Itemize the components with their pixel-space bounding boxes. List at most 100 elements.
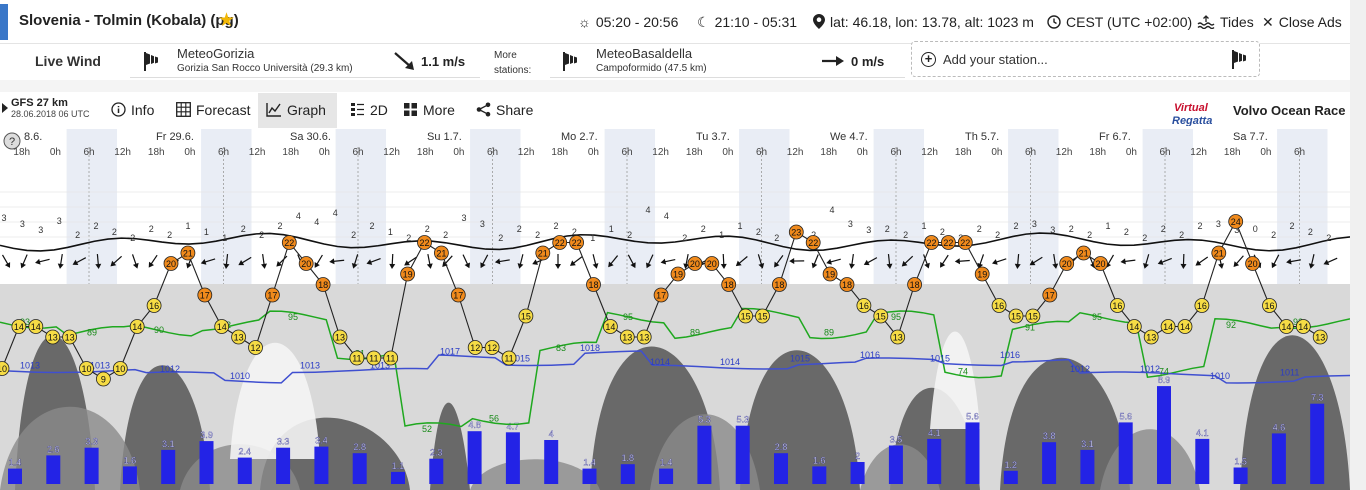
favorite-star-icon[interactable]: ★ [218, 10, 236, 31]
precip-label: 3.8 [1043, 431, 1056, 441]
station-basaldella[interactable] [550, 46, 905, 78]
temperature-markers: 1014141313109101416202117141312172220181… [0, 214, 1328, 387]
help-button[interactable]: ? [3, 132, 21, 150]
collapse-arrow-icon[interactable] [2, 103, 8, 113]
pressure-label: 1010 [230, 371, 250, 381]
wind-arrow [223, 253, 230, 269]
temperature-marker [1042, 287, 1058, 303]
tab-info[interactable]: Info [103, 93, 162, 128]
pressure-label: 1013 [20, 361, 40, 371]
wind-speed-label: 2 [977, 224, 982, 234]
hour-label: 0h [588, 147, 599, 158]
wind-arrow-head [1271, 262, 1277, 269]
precip-bar [237, 457, 252, 484]
wind-arrow-head [223, 263, 230, 269]
meteogram-chart[interactable]: 8.6. Fr 29.6. Sa 30.6. Su 1.7. Mo 2.7. Tu 3.7… [0, 129, 1350, 490]
wind-arrow-shaft [994, 258, 1007, 264]
station-gorizia[interactable] [130, 46, 480, 78]
precip-bar [850, 462, 865, 484]
wind-arrow-head [110, 260, 117, 267]
temperature-marker [264, 287, 280, 303]
wind-arrow [789, 258, 805, 265]
model-selector[interactable]: GFS 27 km 28.06.2018 06 UTC [11, 97, 90, 119]
precip-bar [46, 455, 61, 484]
precip-label: 2.6 [47, 444, 60, 454]
tab-forecast[interactable]: Forecast [168, 93, 258, 128]
tab-more[interactable]: More [395, 93, 463, 128]
timezone[interactable]: CEST (UTC +02:00) [1047, 14, 1192, 30]
graph-icon [266, 103, 281, 117]
temperature-label: 19 [825, 270, 835, 280]
wind-arrow-head [608, 261, 614, 268]
temperature-label: 20 [1248, 259, 1258, 269]
wind-speed-label: 2 [627, 230, 632, 240]
wind-speed-label: 3 [480, 219, 485, 229]
precip-bar [620, 464, 635, 484]
wind-arrow [1157, 257, 1172, 265]
wind-speed-label: 0 [1253, 224, 1258, 234]
pressure-label: 1011 [1280, 368, 1299, 378]
wind-speed-label: 2 [425, 224, 430, 234]
close-ads-button[interactable]: ✕ Close Ads [1262, 14, 1342, 31]
wind-arrow [954, 258, 970, 265]
hour-label: 12h [1190, 147, 1207, 158]
tides-icon [1197, 15, 1215, 30]
tab-2d[interactable]: 2D [342, 93, 396, 128]
temperature-marker [1076, 245, 1091, 261]
temperature-marker [501, 350, 517, 366]
temperature-label: 14 [31, 322, 41, 332]
temperature-marker [704, 256, 720, 271]
temperature-marker [214, 319, 230, 334]
hour-label: 0h [1126, 147, 1137, 158]
humidity-label: 89 [690, 328, 700, 338]
wind-arrow [757, 254, 765, 269]
add-station-button[interactable]: + Add your station... [911, 41, 1260, 77]
wind-arrow [20, 254, 28, 269]
wind-arrow-head [4, 262, 11, 268]
wind-arrow-head [72, 259, 79, 266]
hour-label: 0h [319, 147, 330, 158]
temperature-marker [738, 308, 753, 324]
scrollbar[interactable] [1350, 0, 1366, 490]
tab-graph[interactable]: Graph [258, 93, 337, 128]
wind-speed-label: 2 [1124, 227, 1129, 237]
wind-speed-label: 2 [93, 221, 98, 231]
wind-speed-label: 2 [406, 233, 411, 243]
tides-link[interactable]: Tides [1197, 14, 1254, 30]
temperature-marker [315, 277, 331, 292]
temperature-label: 14 [132, 322, 142, 332]
temperature-marker [755, 308, 770, 324]
temperature-label: 17 [200, 291, 210, 301]
wind-arrow [1014, 253, 1021, 269]
hour-label: 18h [686, 147, 703, 158]
wind-speed-label: 2 [443, 230, 448, 240]
windsock-icon [563, 52, 577, 71]
temperature-label: 21 [538, 249, 548, 259]
close-ads-label: Close Ads [1278, 14, 1342, 30]
hour-label: 0h [453, 147, 464, 158]
tab-share[interactable]: Share [468, 93, 541, 128]
wind-arrow [901, 255, 914, 267]
temperature-marker [366, 350, 382, 366]
temperature-label: 13 [639, 333, 649, 343]
toolbar: GFS 27 km 28.06.2018 06 UTC Info Forecast… [0, 92, 1350, 129]
temperature-marker [1245, 256, 1260, 271]
sponsor-label[interactable]: Volvo Ocean Race [1233, 103, 1346, 118]
sun-times-text: 05:20 - 20:56 [595, 14, 679, 30]
wind-speed-label: 2 [1326, 233, 1331, 243]
wind-arrow [261, 253, 267, 269]
temperature-label: 18 [724, 280, 734, 290]
wind-arrow-shaft [112, 255, 123, 265]
temperature-marker [1160, 319, 1176, 334]
wind-arrow-head [464, 262, 470, 269]
temperature-marker [586, 277, 601, 292]
wind-arrow [720, 253, 727, 269]
humidity-label: 95 [1092, 312, 1102, 322]
wind-arrow [366, 258, 381, 265]
wind-arrow-shaft [1325, 257, 1338, 264]
station-2-name[interactable]: MeteoBasaldella [596, 46, 693, 61]
wind-speed-label: 2 [1161, 224, 1166, 234]
precip-label: 3.3 [277, 437, 290, 447]
station-1-name[interactable]: MeteoGorizia [177, 46, 255, 61]
